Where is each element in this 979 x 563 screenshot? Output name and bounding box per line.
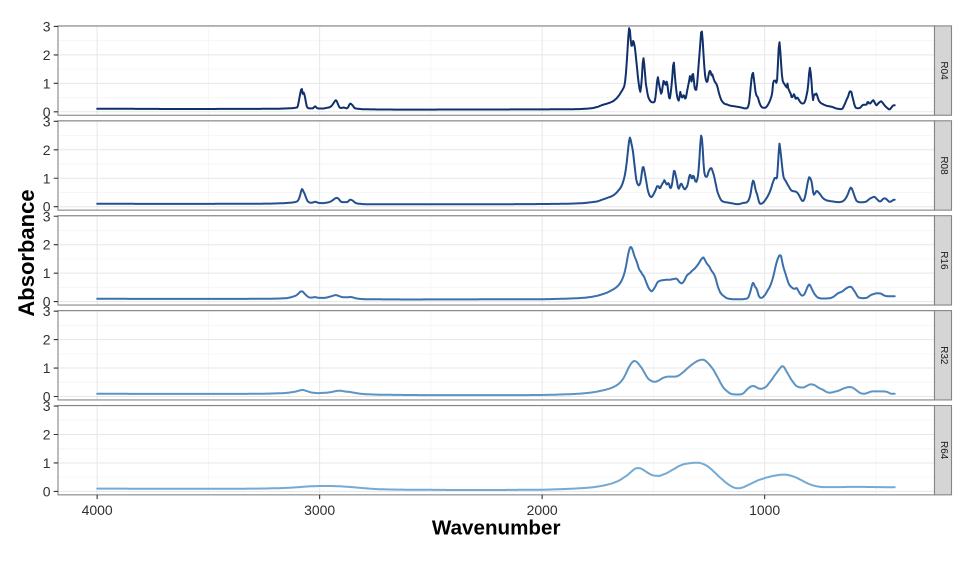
svg-text:1: 1 — [43, 265, 51, 281]
svg-text:0: 0 — [43, 483, 51, 499]
svg-text:0: 0 — [43, 389, 51, 405]
svg-text:2: 2 — [43, 47, 51, 63]
svg-text:3: 3 — [43, 113, 51, 129]
svg-text:4000: 4000 — [82, 502, 113, 518]
svg-text:1000: 1000 — [749, 502, 780, 518]
svg-text:3000: 3000 — [304, 502, 335, 518]
svg-text:3: 3 — [43, 18, 51, 34]
svg-text:2: 2 — [43, 427, 51, 443]
svg-text:3: 3 — [43, 303, 51, 319]
svg-text:2: 2 — [43, 237, 51, 253]
svg-text:3: 3 — [43, 398, 51, 414]
svg-text:1: 1 — [43, 170, 51, 186]
svg-text:R16: R16 — [938, 251, 949, 270]
svg-text:1: 1 — [43, 455, 51, 471]
svg-text:0: 0 — [43, 104, 51, 120]
svg-text:R64: R64 — [938, 441, 949, 460]
svg-text:1: 1 — [43, 75, 51, 91]
svg-text:Absorbance: Absorbance — [14, 189, 39, 316]
svg-text:Wavenumber: Wavenumber — [432, 517, 561, 540]
svg-text:2000: 2000 — [527, 502, 558, 518]
svg-text:3: 3 — [43, 208, 51, 224]
svg-text:0: 0 — [43, 199, 51, 215]
svg-text:R04: R04 — [938, 61, 949, 80]
svg-text:R08: R08 — [938, 156, 949, 175]
svg-text:0: 0 — [43, 294, 51, 310]
svg-text:2: 2 — [43, 142, 51, 158]
svg-text:1: 1 — [43, 360, 51, 376]
svg-text:R32: R32 — [938, 346, 949, 365]
svg-text:2: 2 — [43, 332, 51, 348]
